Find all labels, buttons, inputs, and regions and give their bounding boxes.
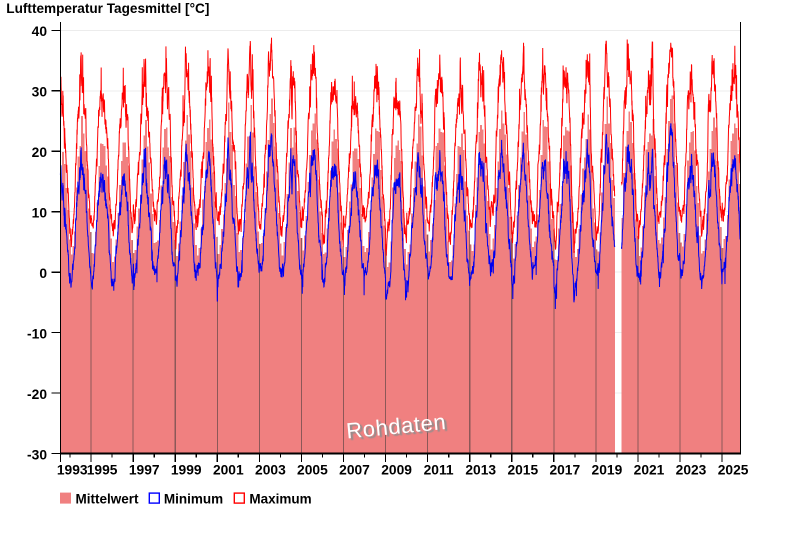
svg-text:-10: -10 xyxy=(27,326,47,341)
svg-text:Maximum: Maximum xyxy=(249,492,311,507)
svg-text:30: 30 xyxy=(32,85,48,100)
svg-text:Minimum: Minimum xyxy=(164,492,223,507)
svg-text:2013: 2013 xyxy=(465,463,496,478)
svg-text:2009: 2009 xyxy=(381,463,412,478)
svg-text:-30: -30 xyxy=(27,447,47,462)
svg-text:0: 0 xyxy=(39,266,47,281)
svg-text:1997: 1997 xyxy=(129,463,160,478)
svg-text:20: 20 xyxy=(32,145,48,160)
svg-text:40: 40 xyxy=(32,24,48,39)
svg-text:1995: 1995 xyxy=(87,463,118,478)
svg-text:1993: 1993 xyxy=(57,463,88,478)
svg-text:2025: 2025 xyxy=(718,463,749,478)
svg-text:1999: 1999 xyxy=(171,463,202,478)
svg-text:2017: 2017 xyxy=(549,463,580,478)
svg-text:Lufttemperatur Tagesmittel [°C: Lufttemperatur Tagesmittel [°C] xyxy=(6,1,209,16)
svg-text:2003: 2003 xyxy=(255,463,286,478)
svg-text:2001: 2001 xyxy=(213,463,244,478)
svg-text:2015: 2015 xyxy=(507,463,538,478)
svg-text:2007: 2007 xyxy=(339,463,370,478)
svg-text:2023: 2023 xyxy=(676,463,707,478)
svg-text:2011: 2011 xyxy=(424,463,454,478)
svg-text:2019: 2019 xyxy=(592,463,623,478)
svg-text:2021: 2021 xyxy=(634,463,665,478)
svg-text:-20: -20 xyxy=(27,387,47,402)
svg-text:10: 10 xyxy=(32,206,48,221)
svg-text:2005: 2005 xyxy=(297,463,328,478)
svg-text:Mittelwert: Mittelwert xyxy=(76,492,140,507)
